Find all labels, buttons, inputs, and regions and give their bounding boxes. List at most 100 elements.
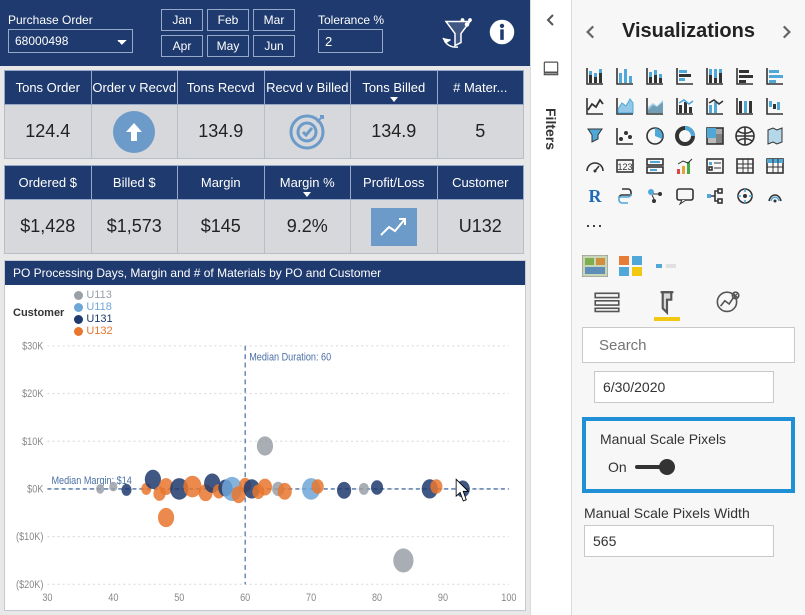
kpi-icon[interactable] [672, 153, 698, 179]
stacked-bar-icon[interactable] [582, 63, 608, 89]
donut-icon[interactable] [672, 123, 698, 149]
expand-filters-icon[interactable] [543, 12, 559, 28]
100stacked-icon[interactable] [702, 63, 728, 89]
width-input[interactable] [584, 525, 774, 557]
month-jun[interactable]: Jun [253, 35, 295, 57]
svg-text:$30K: $30K [22, 341, 44, 353]
r-visual-icon[interactable]: R [582, 183, 608, 209]
hbar-blue-icon[interactable] [762, 63, 788, 89]
funnel-icon[interactable] [582, 123, 608, 149]
python-icon[interactable] [612, 183, 638, 209]
legend-item[interactable]: U118 [74, 301, 112, 313]
filled-map-icon[interactable] [762, 123, 788, 149]
visualizations-title: Visualizations [622, 20, 755, 43]
fields-tab-icon[interactable] [592, 289, 622, 315]
month-feb[interactable]: Feb [207, 9, 249, 31]
filters-pane-collapsed: Filters [530, 0, 572, 615]
legend-thumb[interactable] [654, 255, 680, 277]
col-header[interactable]: Order v Recvd [91, 71, 178, 105]
profit-trend-icon [371, 208, 417, 246]
target-icon [286, 111, 328, 153]
col-header[interactable]: Ordered $ [5, 166, 92, 200]
tolerance-label: Tolerance % [318, 13, 384, 27]
scatter-icon[interactable] [612, 123, 638, 149]
clustered-bar-icon[interactable] [672, 63, 698, 89]
selected-visual-row [582, 255, 795, 277]
col-header[interactable]: Customer [437, 166, 524, 200]
grid-thumb[interactable] [618, 255, 644, 277]
combo-icon[interactable] [672, 93, 698, 119]
gauge-icon[interactable] [582, 153, 608, 179]
chart-legend: Customer U113U118U131U132 [5, 285, 525, 341]
visualizations-pane: Visualizations 123R ⋯ Manual Scale Pixels… [572, 0, 805, 615]
qa-icon[interactable] [672, 183, 698, 209]
clear-filters-icon[interactable] [440, 14, 476, 50]
month-apr[interactable]: Apr [161, 35, 203, 57]
stacked-area-icon[interactable] [642, 93, 668, 119]
svg-text:($20K): ($20K) [16, 579, 43, 591]
legend-item[interactable]: U113 [74, 289, 112, 301]
cell-tons-recvd: 134.9 [178, 105, 265, 159]
legend-item[interactable]: U132 [74, 325, 112, 337]
matrix-icon[interactable] [762, 153, 788, 179]
area-icon[interactable] [612, 93, 638, 119]
line-icon[interactable] [582, 93, 608, 119]
tolerance-input[interactable] [318, 29, 383, 53]
pie-icon[interactable] [642, 123, 668, 149]
svg-text:$20K: $20K [22, 388, 44, 400]
svg-text:$0K: $0K [27, 484, 43, 496]
hbar-icon[interactable] [732, 63, 758, 89]
card-icon[interactable]: 123 [612, 153, 638, 179]
cell-margin-pct: 9.2% [264, 200, 351, 254]
arrow-up-icon [113, 111, 155, 153]
collapse-pane-icon[interactable] [582, 23, 600, 41]
format-tab-icon[interactable] [652, 289, 682, 315]
arcgis-icon[interactable] [762, 183, 788, 209]
col-header[interactable]: Tons Order [5, 71, 92, 105]
po-select[interactable]: 68000498 [8, 29, 133, 53]
cell-billed: $1,573 [91, 200, 178, 254]
col-header[interactable]: Billed $ [91, 166, 178, 200]
toggle-state-label: On [608, 459, 627, 475]
col-header[interactable]: Tons Billed [351, 71, 438, 105]
month-mar[interactable]: Mar [253, 9, 295, 31]
col-header[interactable]: Profit/Loss [351, 166, 438, 200]
ribbon-icon[interactable] [732, 93, 758, 119]
info-icon[interactable] [484, 14, 520, 50]
manual-scale-label: Manual Scale Pixels [600, 431, 777, 447]
combo2-icon[interactable] [702, 93, 728, 119]
format-search[interactable] [582, 327, 795, 363]
key-influencers-icon[interactable] [642, 183, 668, 209]
month-may[interactable]: May [207, 35, 249, 57]
column-icon[interactable] [612, 63, 638, 89]
search-input[interactable] [599, 337, 798, 354]
slicer-icon[interactable] [702, 153, 728, 179]
narrative-icon[interactable] [732, 183, 758, 209]
table-icon[interactable] [732, 153, 758, 179]
po-label: Purchase Order [8, 13, 133, 27]
manual-scale-toggle[interactable]: On [600, 459, 777, 475]
col-header[interactable]: Recvd v Billed [264, 71, 351, 105]
col-header[interactable]: Margin % [264, 166, 351, 200]
stacked-column-icon[interactable] [642, 63, 668, 89]
chart-plot-area[interactable]: $30K$20K$10K$0K($10K)($20K)3040506070809… [13, 341, 519, 606]
cell-tons-order: 124.4 [5, 105, 92, 159]
svg-text:100: 100 [501, 593, 517, 605]
month-jan[interactable]: Jan [161, 9, 203, 31]
svg-text:30: 30 [42, 593, 53, 605]
filters-visibility-icon[interactable] [541, 58, 561, 78]
multi-card-icon[interactable] [642, 153, 668, 179]
map-icon[interactable] [732, 123, 758, 149]
more-icon[interactable]: ⋯ [582, 213, 608, 239]
analytics-tab-icon[interactable] [712, 289, 742, 315]
next-pane-icon[interactable] [777, 23, 795, 41]
custom-visual-thumb[interactable] [582, 255, 608, 277]
col-header[interactable]: Tons Recvd [178, 71, 265, 105]
treemap-icon[interactable] [702, 123, 728, 149]
decomposition-icon[interactable] [702, 183, 728, 209]
legend-item[interactable]: U131 [74, 313, 112, 325]
waterfall-icon[interactable] [762, 93, 788, 119]
date-input[interactable] [594, 371, 774, 403]
col-header[interactable]: Margin [178, 166, 265, 200]
col-header[interactable]: # Mater... [437, 71, 524, 105]
